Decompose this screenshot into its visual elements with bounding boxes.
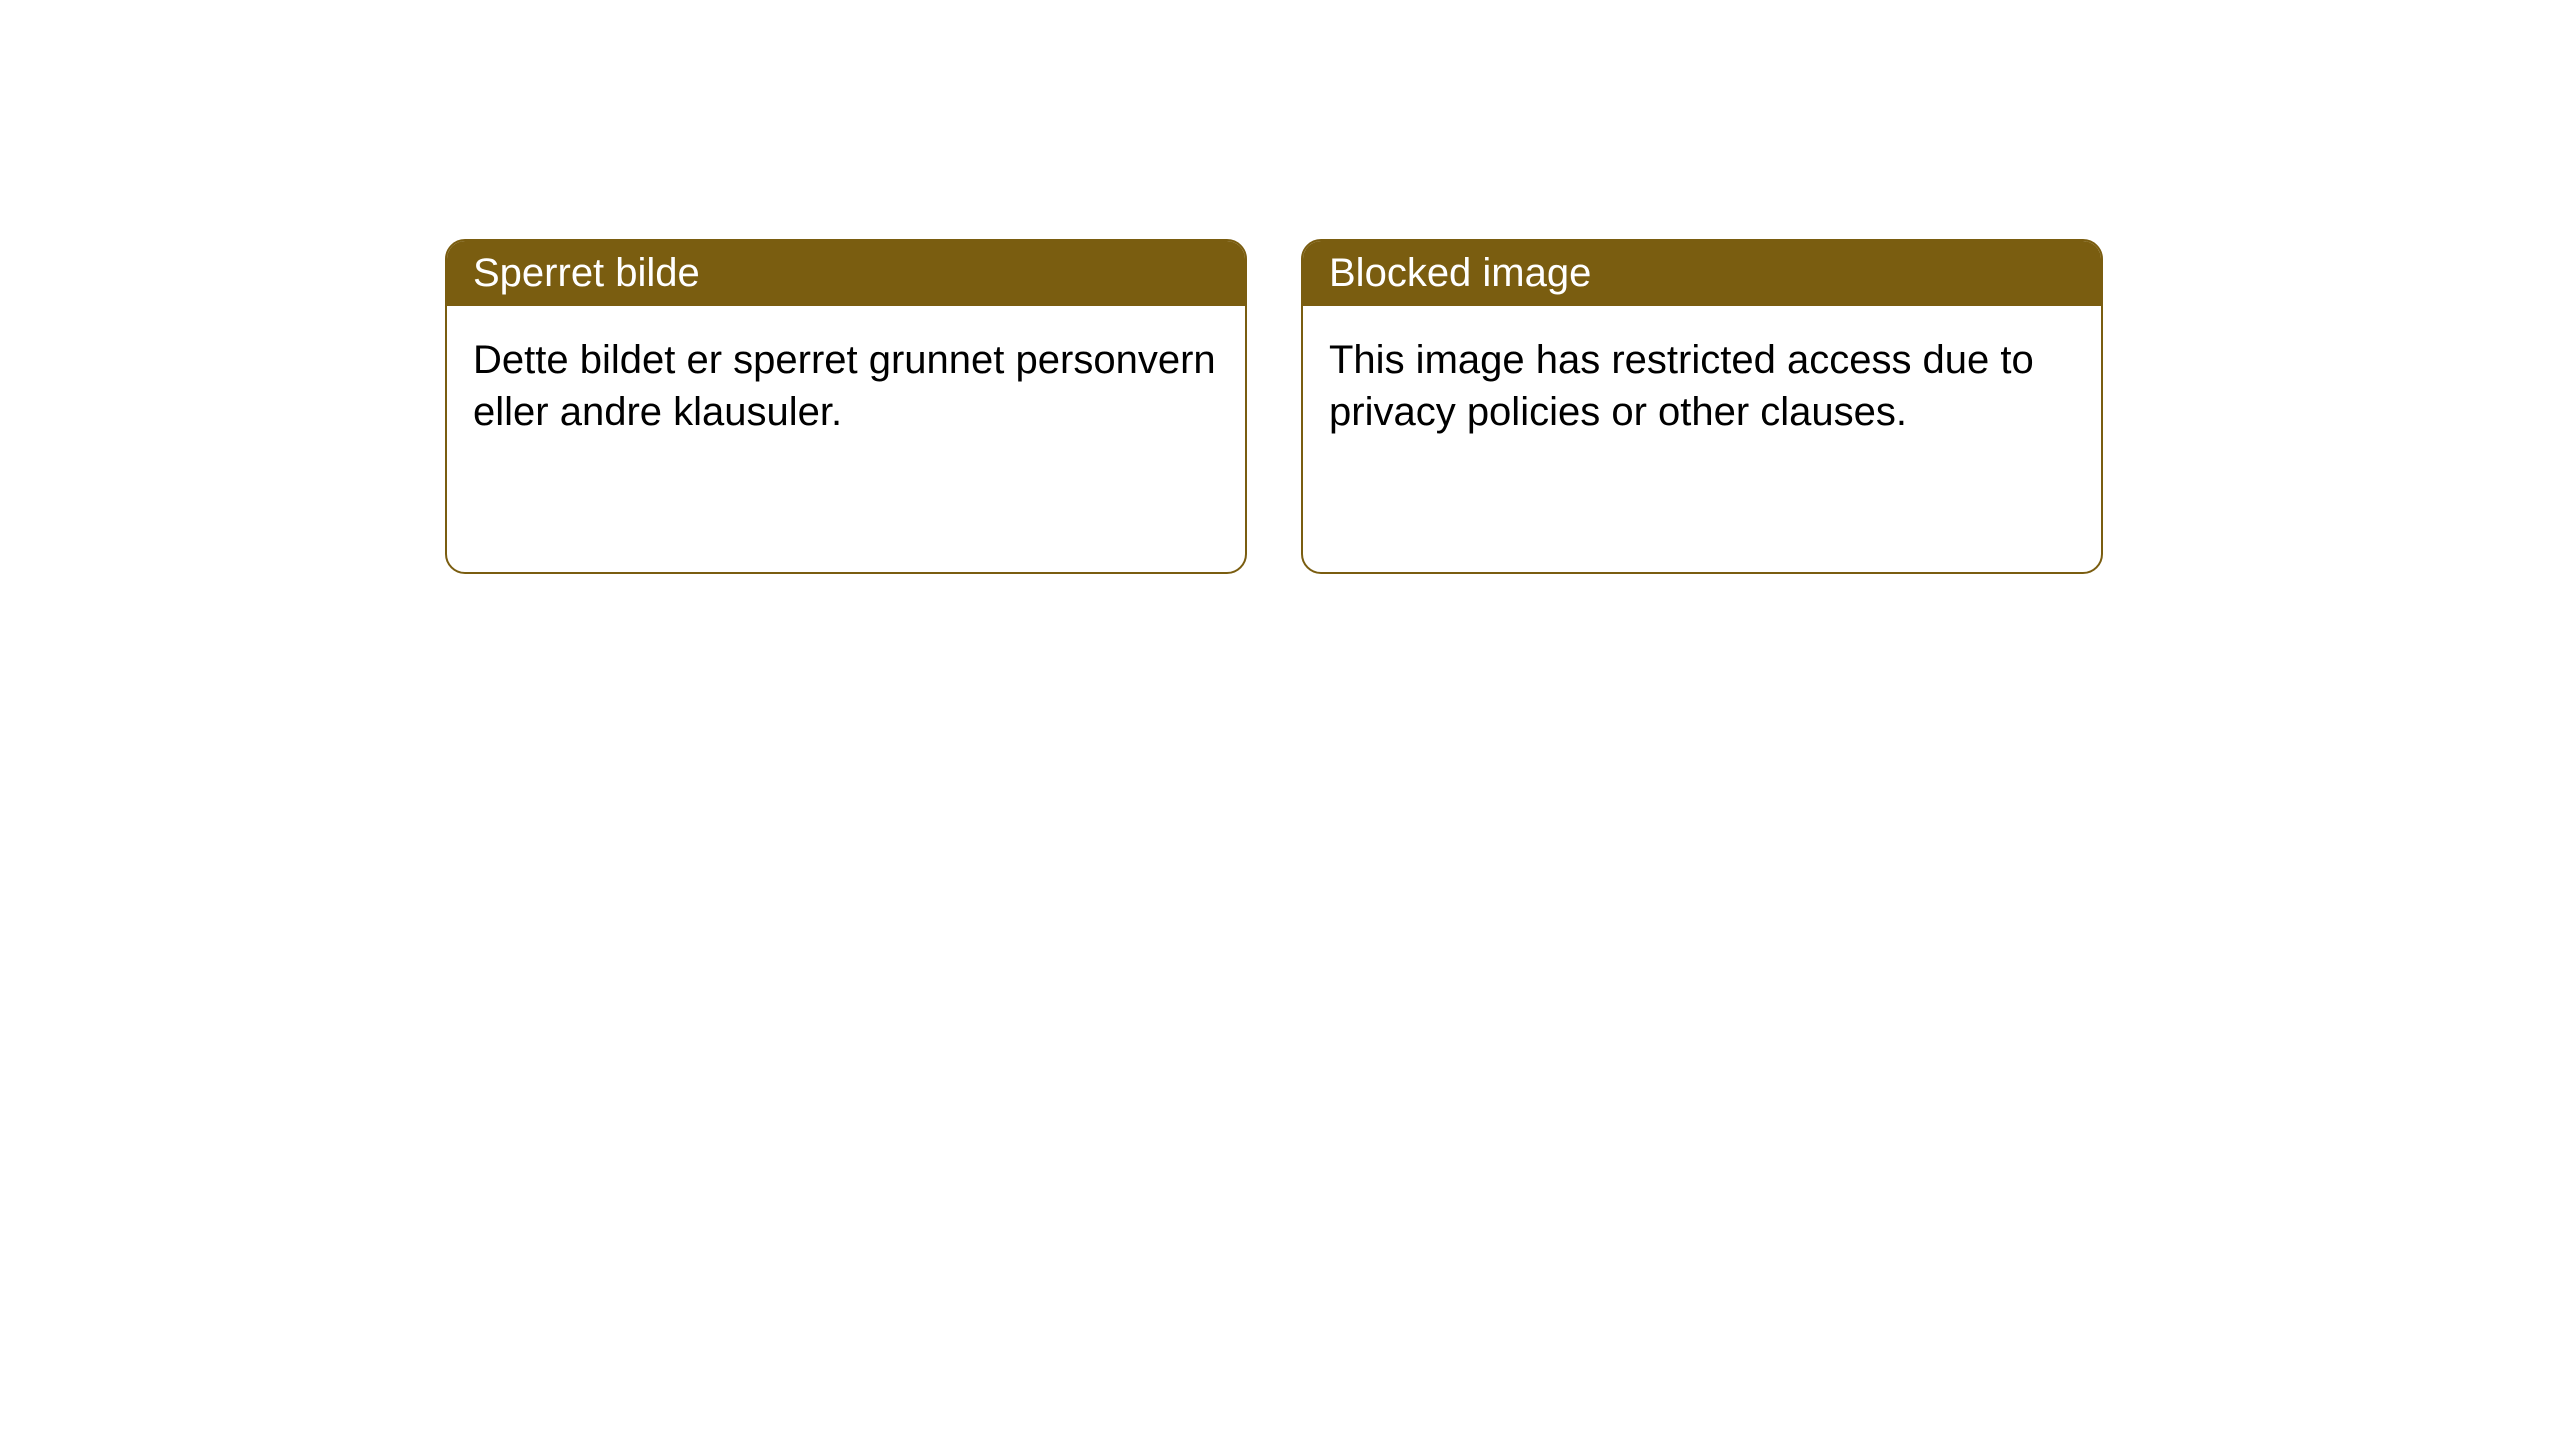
card-header-english: Blocked image (1303, 241, 2101, 306)
card-body-english: This image has restricted access due to … (1303, 306, 2101, 466)
cards-container: Sperret bilde Dette bildet er sperret gr… (0, 0, 2560, 574)
card-body-norwegian: Dette bildet er sperret grunnet personve… (447, 306, 1245, 466)
blocked-image-card-english: Blocked image This image has restricted … (1301, 239, 2103, 574)
card-header-norwegian: Sperret bilde (447, 241, 1245, 306)
blocked-image-card-norwegian: Sperret bilde Dette bildet er sperret gr… (445, 239, 1247, 574)
